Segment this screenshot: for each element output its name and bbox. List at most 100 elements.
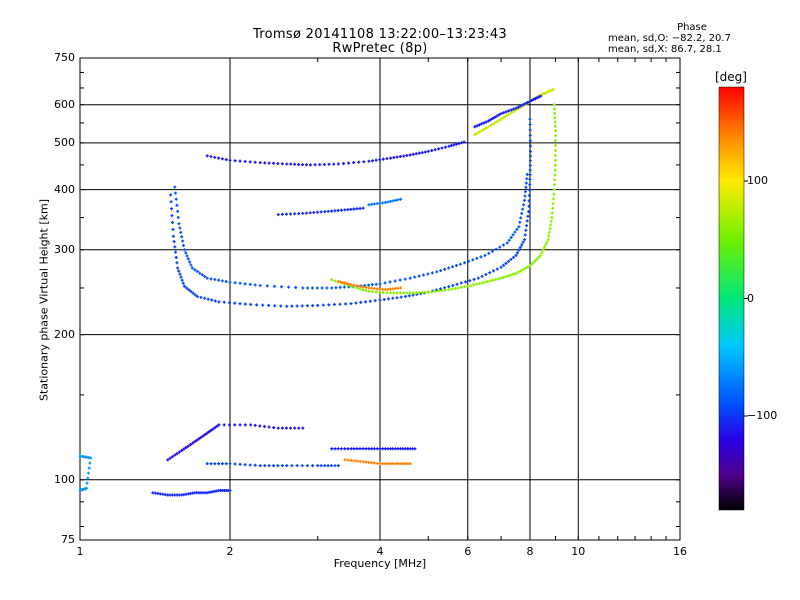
data-point bbox=[354, 301, 358, 305]
data-point bbox=[205, 431, 209, 435]
data-point bbox=[408, 291, 412, 295]
data-point bbox=[553, 120, 557, 124]
data-point bbox=[477, 130, 481, 134]
data-point bbox=[329, 464, 333, 468]
data-point bbox=[549, 223, 553, 227]
data-point bbox=[273, 304, 277, 308]
data-point bbox=[346, 458, 350, 462]
data-point bbox=[213, 462, 217, 466]
data-point bbox=[553, 168, 557, 172]
data-point bbox=[450, 287, 454, 291]
data-point bbox=[211, 427, 215, 431]
data-point bbox=[284, 212, 288, 216]
data-point bbox=[374, 158, 378, 162]
data-point bbox=[491, 122, 495, 126]
data-point bbox=[173, 453, 177, 457]
data-point bbox=[475, 131, 479, 135]
colorbar-unit: [deg] bbox=[715, 70, 747, 84]
data-point bbox=[280, 212, 284, 216]
data-point bbox=[321, 303, 325, 307]
data-point bbox=[433, 148, 437, 152]
data-point bbox=[535, 96, 539, 100]
data-point bbox=[170, 455, 174, 459]
data-point bbox=[243, 282, 247, 286]
data-point bbox=[289, 212, 293, 216]
data-point bbox=[533, 97, 537, 101]
data-point bbox=[507, 112, 511, 116]
data-point bbox=[499, 265, 503, 269]
data-point bbox=[453, 287, 457, 291]
data-point bbox=[529, 149, 533, 153]
data-point bbox=[189, 289, 193, 293]
data-point bbox=[301, 286, 305, 290]
data-point bbox=[330, 209, 334, 213]
data-point bbox=[180, 235, 184, 239]
data-point bbox=[375, 461, 379, 465]
data-point bbox=[344, 302, 348, 306]
data-point bbox=[336, 162, 340, 166]
data-point bbox=[265, 284, 269, 288]
data-point bbox=[553, 153, 557, 157]
data-point bbox=[316, 303, 320, 307]
data-point bbox=[528, 99, 532, 103]
data-point bbox=[502, 263, 506, 267]
x-axis-label: Frequency [MHz] bbox=[333, 557, 427, 570]
data-point bbox=[414, 152, 418, 156]
data-point bbox=[258, 283, 262, 287]
data-point bbox=[372, 461, 376, 465]
data-point bbox=[217, 156, 221, 160]
data-point bbox=[361, 285, 365, 289]
data-point bbox=[85, 481, 89, 485]
data-point bbox=[197, 437, 201, 441]
data-point bbox=[180, 278, 184, 282]
data-point bbox=[455, 282, 459, 286]
data-point bbox=[367, 203, 371, 207]
data-point bbox=[320, 286, 324, 290]
data-point bbox=[319, 464, 323, 468]
data-point bbox=[552, 103, 556, 107]
data-point bbox=[472, 283, 476, 287]
data-point bbox=[171, 234, 175, 238]
data-point bbox=[267, 464, 271, 468]
data-point bbox=[193, 440, 197, 444]
data-point bbox=[326, 209, 330, 213]
data-point bbox=[358, 447, 362, 451]
data-point bbox=[358, 459, 362, 463]
data-point bbox=[456, 286, 460, 290]
data-point bbox=[233, 301, 237, 305]
data-point bbox=[523, 190, 527, 194]
data-point bbox=[528, 264, 532, 268]
data-point bbox=[224, 462, 228, 466]
data-point bbox=[213, 155, 217, 159]
phase-stats-header: Phase bbox=[677, 22, 707, 33]
data-point bbox=[215, 424, 219, 428]
data-point bbox=[191, 441, 195, 445]
data-point bbox=[527, 204, 531, 208]
data-point bbox=[193, 268, 197, 272]
data-point bbox=[346, 208, 350, 212]
data-point bbox=[217, 300, 221, 304]
data-point bbox=[86, 471, 90, 475]
data-point bbox=[499, 117, 503, 121]
data-point bbox=[528, 163, 532, 167]
data-point bbox=[553, 173, 557, 177]
data-point bbox=[439, 287, 443, 291]
data-point bbox=[458, 262, 462, 266]
data-point bbox=[238, 281, 242, 285]
data-point bbox=[297, 212, 301, 216]
data-point bbox=[517, 225, 521, 229]
data-point bbox=[285, 162, 289, 166]
data-point bbox=[408, 276, 412, 280]
data-point bbox=[378, 282, 382, 286]
data-point bbox=[411, 291, 415, 295]
data-point bbox=[220, 279, 224, 283]
data-point bbox=[378, 290, 382, 294]
data-point bbox=[528, 159, 532, 163]
data-point bbox=[525, 219, 529, 223]
data-point bbox=[553, 178, 557, 182]
data-point bbox=[367, 460, 371, 464]
data-point bbox=[395, 296, 399, 300]
data-point bbox=[372, 287, 376, 291]
data-point bbox=[276, 426, 280, 430]
